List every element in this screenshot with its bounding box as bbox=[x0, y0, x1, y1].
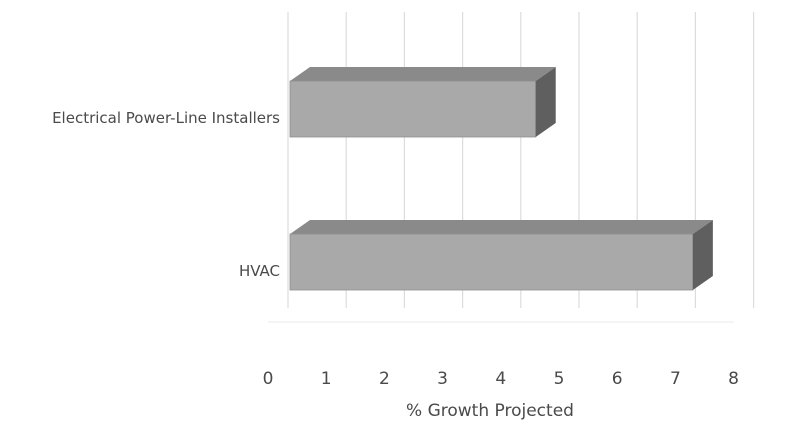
x-axis-title: % Growth Projected bbox=[406, 401, 574, 421]
x-tick-label: 8 bbox=[728, 369, 739, 389]
x-tick-label: 2 bbox=[379, 369, 390, 389]
bar-group bbox=[289, 220, 713, 291]
bar-top bbox=[290, 220, 713, 234]
bar-side bbox=[692, 220, 713, 290]
bar bbox=[289, 80, 537, 138]
category-label: Electrical Power-Line Installers bbox=[52, 109, 280, 127]
x-tick-label: 0 bbox=[263, 369, 274, 389]
x-tick-label: 1 bbox=[321, 369, 332, 389]
x-tick-label: 4 bbox=[495, 369, 506, 389]
bar-side bbox=[535, 67, 556, 137]
gridlines bbox=[287, 12, 755, 308]
bar-group bbox=[289, 67, 556, 138]
x-tick-label: 7 bbox=[670, 369, 681, 389]
bar bbox=[289, 233, 694, 291]
bar-top bbox=[290, 67, 556, 81]
x-tick-label: 6 bbox=[612, 369, 623, 389]
x-tick-label: 5 bbox=[554, 369, 565, 389]
x-tick-label: 3 bbox=[437, 369, 448, 389]
category-label: HVAC bbox=[239, 262, 280, 280]
